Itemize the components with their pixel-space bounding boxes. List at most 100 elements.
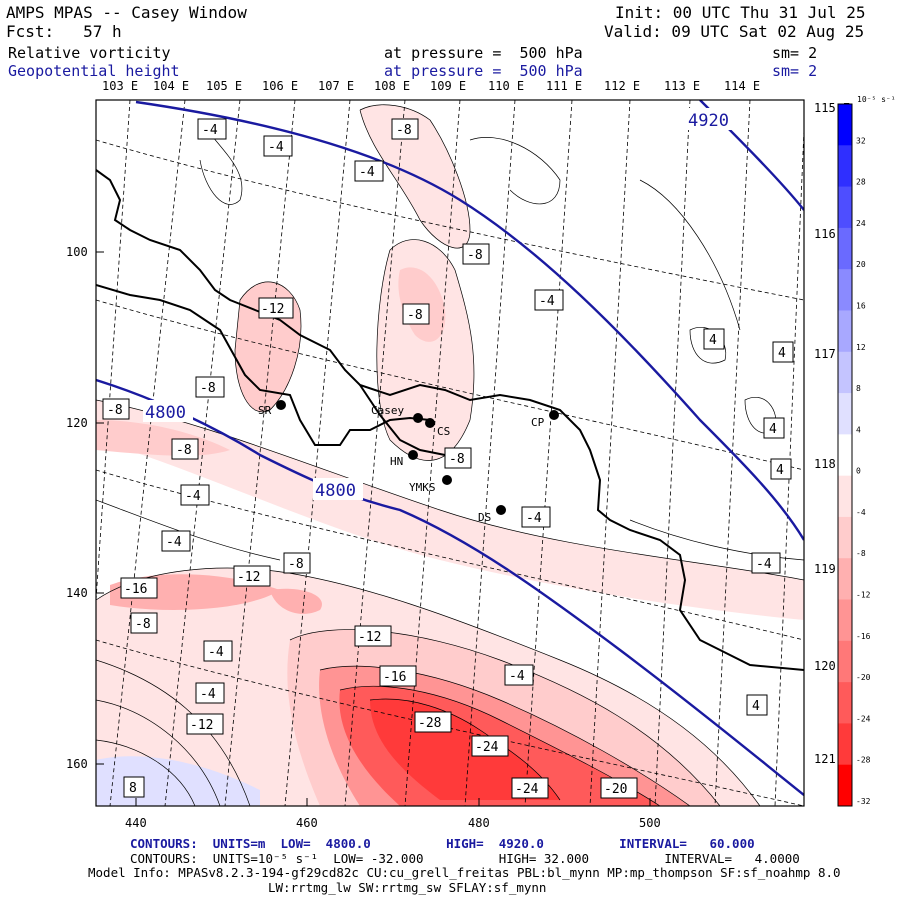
x-tick-label: 500 <box>639 816 661 830</box>
station-dot <box>442 475 452 485</box>
colorbar-tick-label: -28 <box>856 756 871 765</box>
vort-label: -8 <box>135 617 151 632</box>
lon-label: 107 E <box>318 79 354 93</box>
vort-label: -4 <box>200 687 216 702</box>
colorbar-swatch <box>838 351 852 394</box>
height-labels: 4920 4800 4800 <box>143 108 736 501</box>
vort-label: 4 <box>778 346 786 361</box>
colorbar-swatch <box>838 145 852 188</box>
init-time: Init: 00 UTC Thu 31 Jul 25 <box>615 3 866 22</box>
lon-label: 109 E <box>430 79 466 93</box>
forecast-hour: Fcst: 57 h <box>6 22 122 41</box>
vort-label: -12 <box>358 630 381 645</box>
colorbar-swatch <box>838 269 852 311</box>
plot-frame <box>95 99 805 807</box>
vort-label: -8 <box>396 123 412 138</box>
colorbar-swatch <box>838 227 852 270</box>
vort-label: 4 <box>709 333 717 348</box>
colorbar-tick-label: 0 <box>856 467 861 476</box>
vorticity-contour-info: CONTOURS: UNITS=10⁻⁵ s⁻¹ LOW= -32.000 HI… <box>130 851 800 866</box>
x-tick-label: 460 <box>296 816 318 830</box>
colorbar: 10⁻⁵ s⁻¹ 32 28 24 20 16 12 8 4 0 -4 -8 -12 -16 -20 -24… <box>837 95 896 807</box>
vorticity-contours <box>96 104 804 806</box>
colorbar-tick-label: 20 <box>856 260 866 269</box>
vort-label: -8 <box>200 381 216 396</box>
coastline <box>96 169 804 671</box>
colorbar-tick-label: -16 <box>856 632 871 641</box>
colorbar-swatch <box>838 640 852 683</box>
colorbar-swatch <box>838 599 852 642</box>
latlon-grid <box>96 100 804 806</box>
y-axis: 100 120 140 160 <box>66 245 104 771</box>
colorbar-swatch <box>838 558 852 601</box>
valid-time: Valid: 09 UTC Sat 02 Aug 25 <box>604 22 865 41</box>
lon-label: 113 E <box>664 79 700 93</box>
x-tick-label: 440 <box>125 816 147 830</box>
vort-label: -8 <box>288 557 304 572</box>
vort-label: -12 <box>190 718 213 733</box>
height-contour-info: CONTOURS: UNITS=m LOW= 4800.0 HIGH= 4920… <box>130 836 755 851</box>
lon-label: 108 E <box>374 79 410 93</box>
colorbar-swatch <box>838 186 852 229</box>
vort-label: -8 <box>467 248 483 263</box>
station-dot <box>549 410 559 420</box>
colorbar-tick-label: 24 <box>856 219 866 228</box>
vort-label: -8 <box>176 443 192 458</box>
y-tick-label: 120 <box>66 416 88 430</box>
colorbar-tick-label: -24 <box>856 714 871 723</box>
vorticity-labels: -4 -8 -4 -4 -8 -8 -12 -8 -4 4 4 -8 -4 -8… <box>102 118 794 799</box>
field2-smoothing: sm= 2 <box>772 62 818 80</box>
field1-smoothing: sm= 2 <box>772 44 818 62</box>
station-label: YMKS <box>409 481 436 494</box>
colorbar-tick-label: -4 <box>856 508 866 517</box>
y-tick-label: 140 <box>66 586 88 600</box>
plot-title: AMPS MPAS -- Casey Window <box>6 3 247 22</box>
colorbar-swatch <box>838 393 852 435</box>
colorbar-tick-label: -8 <box>856 549 866 558</box>
vort-label: -16 <box>124 582 147 597</box>
station-label: CS <box>437 425 450 438</box>
colorbar-tick-label: 4 <box>856 425 861 434</box>
station-dot <box>408 450 418 460</box>
station-label: Casey <box>371 404 404 417</box>
station-dot <box>276 400 286 410</box>
field1-name: Relative vorticity <box>8 44 171 62</box>
height-label: 4800 <box>145 403 186 423</box>
station-dot <box>413 413 423 423</box>
vort-label: -4 <box>756 557 772 572</box>
station-label: SR <box>258 404 272 417</box>
colorbar-swatch <box>838 310 852 353</box>
vort-label: -20 <box>604 782 627 797</box>
station-label: DS <box>478 511 491 524</box>
field2-level: at pressure = 500 hPa <box>384 62 583 80</box>
lon-label: 104 E <box>153 79 189 93</box>
colorbar-swatch <box>838 682 852 724</box>
vort-label: 8 <box>129 781 137 796</box>
colorbar-frame <box>837 103 853 807</box>
vort-label: -8 <box>449 452 465 467</box>
lon-label: 112 E <box>604 79 640 93</box>
vort-label: -4 <box>202 123 218 138</box>
colorbar-tick-label: 12 <box>856 343 866 352</box>
colorbar-swatch <box>838 434 852 477</box>
colorbar-swatch <box>838 764 852 807</box>
vort-label: -4 <box>208 645 224 660</box>
vort-label: -8 <box>107 403 123 418</box>
y-tick-label: 100 <box>66 245 88 259</box>
lon-label: 106 E <box>262 79 298 93</box>
vort-label: -4 <box>166 535 182 550</box>
x-axis: 440 460 480 500 <box>125 798 661 830</box>
vort-label: -8 <box>407 308 423 323</box>
vort-label: 4 <box>769 422 777 437</box>
colorbar-swatch <box>838 516 852 559</box>
colorbar-swatch <box>838 475 852 518</box>
vort-label: -12 <box>261 302 284 317</box>
colorbar-tick-label: 8 <box>856 384 861 393</box>
vort-label: -4 <box>509 669 525 684</box>
colorbar-tick-label: 16 <box>856 301 866 310</box>
colorbar-tick-label: -32 <box>856 797 871 806</box>
colorbar-unit: 10⁻⁵ s⁻¹ <box>857 95 896 104</box>
colorbar-tick-label: 32 <box>856 136 866 145</box>
field1-level: at pressure = 500 hPa <box>384 44 583 62</box>
vort-label: 4 <box>776 463 784 478</box>
